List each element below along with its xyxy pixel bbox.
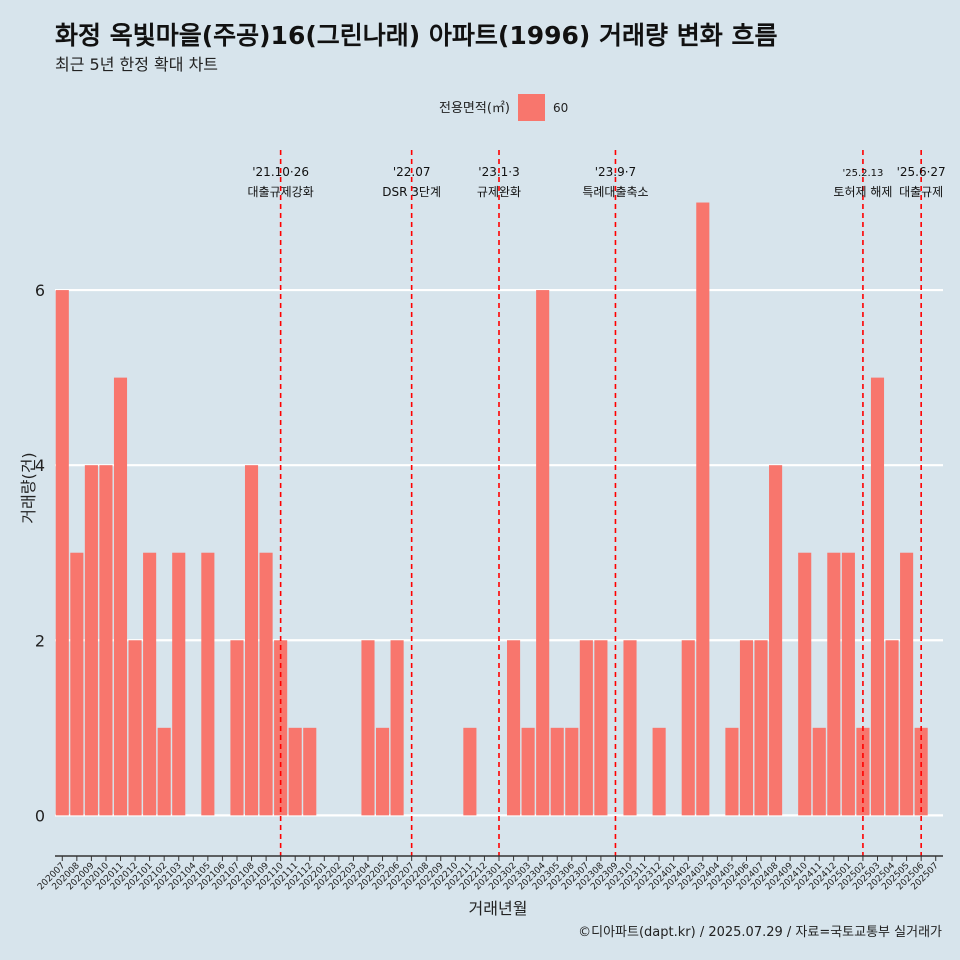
bar bbox=[113, 377, 128, 816]
bar bbox=[885, 640, 899, 816]
bar bbox=[128, 640, 142, 816]
legend-key bbox=[518, 94, 545, 121]
event-date: '25.2.13 bbox=[842, 168, 883, 179]
bar bbox=[681, 640, 695, 816]
y-axis-title: 거래량(건) bbox=[19, 452, 38, 523]
caption: ©디아파트(dapt.kr) / 2025.07.29 / 자료=국토교통부 실… bbox=[578, 925, 942, 940]
bar bbox=[84, 465, 98, 816]
event-date: '23.9·7 bbox=[595, 165, 636, 179]
bar bbox=[739, 640, 754, 816]
bar bbox=[798, 552, 812, 816]
event-date: '21.10·26 bbox=[252, 165, 309, 179]
bar bbox=[259, 552, 273, 816]
y-axis: 0 2 4 6 bbox=[35, 281, 45, 825]
y-tick-label: 2 bbox=[35, 631, 45, 650]
event-date: '23.1·3 bbox=[478, 165, 519, 179]
bar bbox=[303, 727, 317, 816]
bar bbox=[521, 727, 535, 816]
bar bbox=[463, 727, 477, 816]
bar bbox=[652, 727, 666, 816]
bar bbox=[244, 465, 259, 816]
bar bbox=[288, 727, 302, 816]
event-label: 대출규제 bbox=[899, 185, 943, 199]
event-label: DSR 3단계 bbox=[382, 185, 441, 199]
bar bbox=[812, 727, 826, 816]
event-date: '22.07 bbox=[393, 165, 431, 179]
bar bbox=[579, 640, 593, 816]
bar bbox=[870, 377, 885, 816]
bar bbox=[99, 465, 113, 816]
event-label: 규제완화 bbox=[477, 185, 521, 199]
y-tick-label: 0 bbox=[35, 806, 45, 825]
bar bbox=[565, 727, 579, 816]
x-axis: 2020072020082020092020102020112020122021… bbox=[36, 855, 943, 892]
chart-subtitle: 최근 5년 한정 확대 차트 bbox=[55, 55, 218, 74]
bar bbox=[536, 290, 550, 816]
bar bbox=[361, 640, 375, 816]
bar bbox=[390, 640, 404, 816]
event-label: 토허제 해제 bbox=[833, 185, 892, 199]
bar bbox=[172, 552, 186, 816]
bar bbox=[841, 552, 855, 816]
y-tick-label: 4 bbox=[35, 456, 45, 475]
bar bbox=[827, 552, 841, 816]
bar bbox=[623, 640, 637, 816]
legend-title: 전용면적(㎡) bbox=[439, 101, 510, 116]
bar bbox=[725, 727, 739, 816]
chart-title: 화정 옥빛마을(주공)16(그린나래) 아파트(1996) 거래량 변화 흐름 bbox=[55, 21, 777, 50]
event-label: 대출규제강화 bbox=[248, 185, 314, 199]
legend: 전용면적(㎡) 60 bbox=[439, 94, 568, 121]
bar bbox=[143, 552, 157, 816]
x-axis-title: 거래년월 bbox=[469, 899, 528, 918]
bar bbox=[507, 640, 521, 816]
bar bbox=[70, 552, 84, 816]
bar bbox=[55, 290, 69, 816]
bars bbox=[55, 202, 928, 816]
event-label: 특례대출축소 bbox=[582, 185, 648, 199]
bar bbox=[900, 552, 914, 816]
bar bbox=[201, 552, 215, 816]
y-tick-label: 6 bbox=[35, 281, 45, 300]
bar bbox=[769, 465, 783, 816]
event-annotations: '21.10·26 대출규제강화 '22.07 DSR 3단계 '23.1·3 규제완화 '… bbox=[248, 150, 946, 856]
bar bbox=[550, 727, 564, 816]
legend-label: 60 bbox=[553, 101, 568, 115]
bar bbox=[375, 727, 390, 816]
bar bbox=[594, 640, 608, 816]
bar bbox=[230, 640, 244, 816]
event-date: '25.6·27 bbox=[897, 165, 946, 179]
bar bbox=[754, 640, 768, 816]
bar bbox=[157, 727, 171, 816]
bar bbox=[696, 202, 710, 816]
